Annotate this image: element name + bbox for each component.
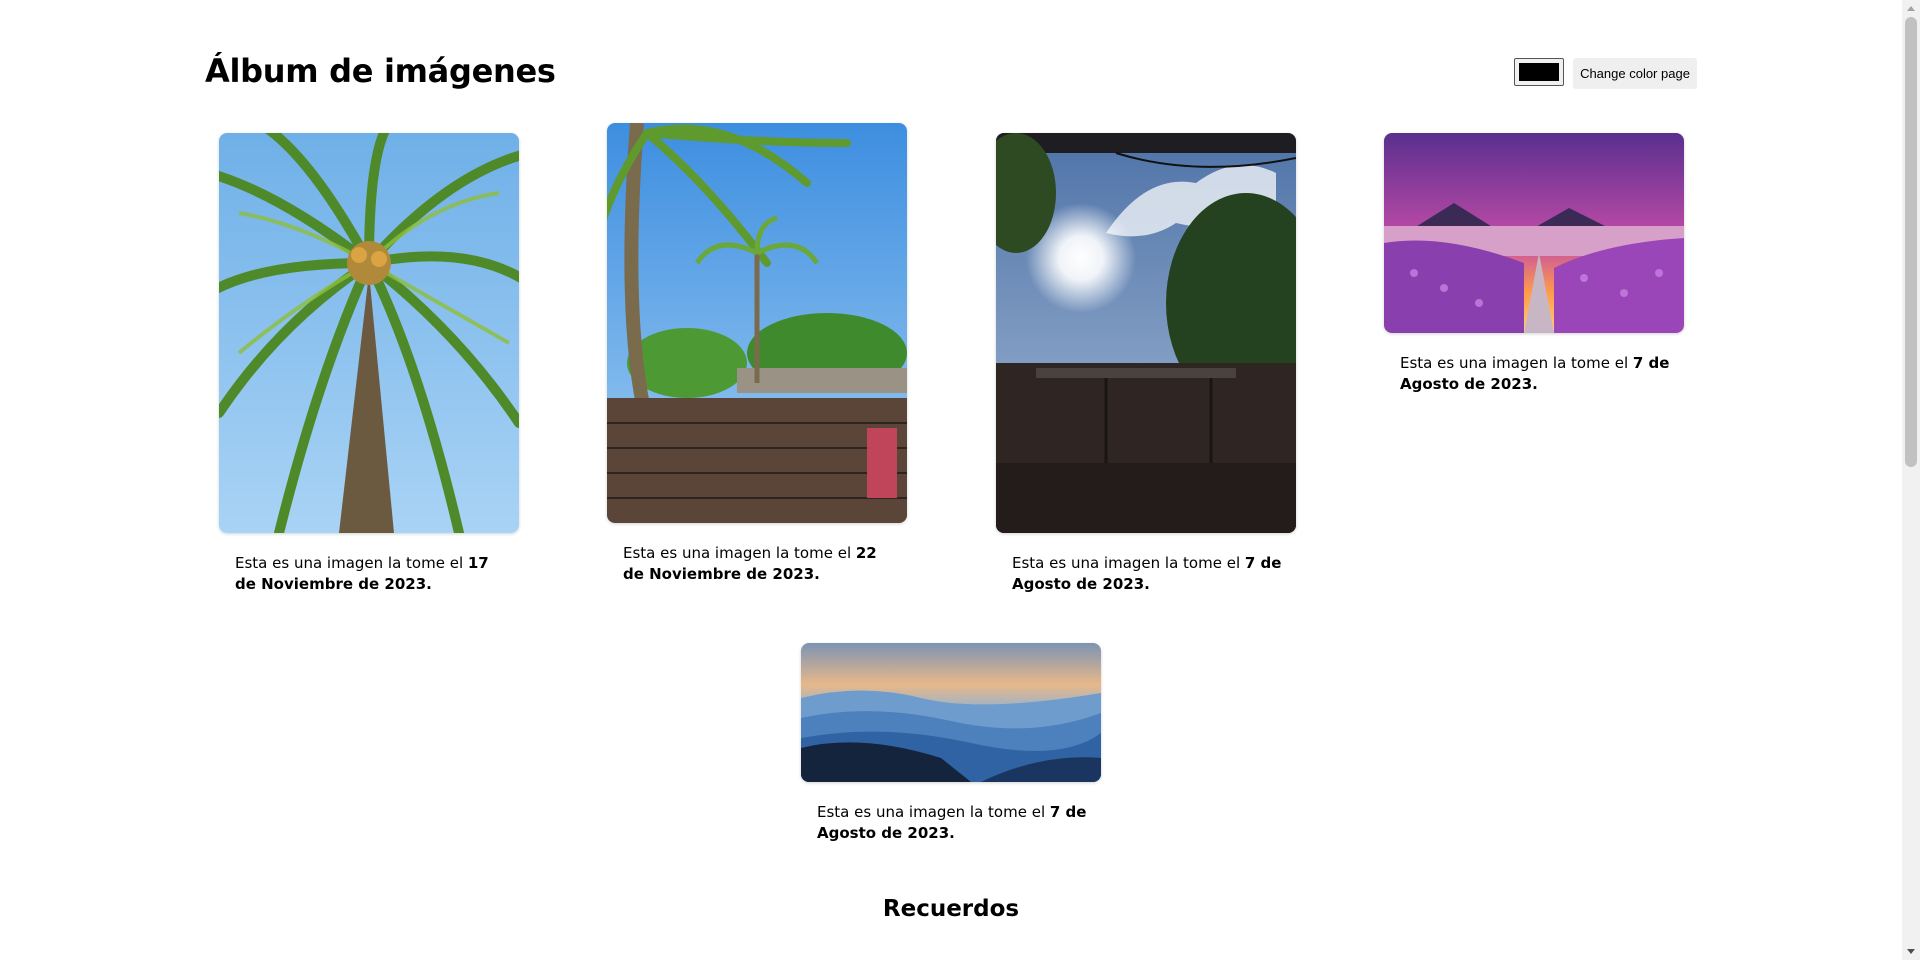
section-title-recuerdos: Recuerdos [882, 896, 1020, 922]
gallery-image-3 [996, 133, 1296, 533]
color-picker-swatch [1519, 63, 1559, 81]
scroll-up-icon[interactable] [1907, 6, 1915, 11]
color-picker[interactable] [1514, 58, 1564, 86]
image-caption-1: Esta es una imagen la tome el 17 de Novi… [235, 554, 489, 593]
gallery-image-2 [607, 123, 907, 523]
scroll-down-icon[interactable] [1907, 949, 1915, 954]
scrollbar-thumb[interactable] [1905, 17, 1917, 467]
image-caption-5: Esta es una imagen la tome el 7 de Agost… [817, 803, 1087, 842]
page-title: Álbum de imágenes [205, 52, 556, 90]
change-color-button[interactable]: Change color page [1573, 58, 1697, 89]
gallery-image-4 [1384, 133, 1684, 333]
image-caption-4: Esta es una imagen la tome el 7 de Agost… [1400, 354, 1670, 393]
vertical-scrollbar[interactable] [1902, 0, 1920, 960]
gallery-image-5 [801, 643, 1101, 782]
gallery-image-1 [219, 133, 519, 533]
image-caption-3: Esta es una imagen la tome el 7 de Agost… [1012, 554, 1282, 593]
image-caption-2: Esta es una imagen la tome el 22 de Novi… [623, 544, 877, 583]
